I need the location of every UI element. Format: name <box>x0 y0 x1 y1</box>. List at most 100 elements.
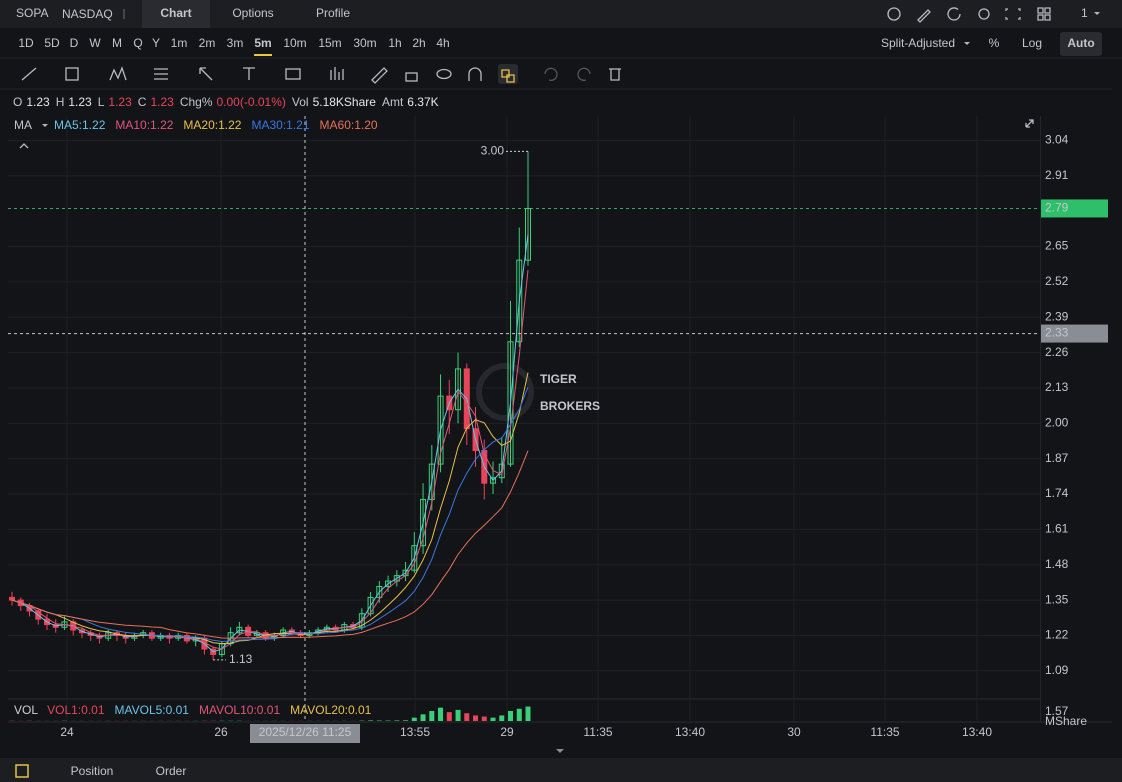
tool-link[interactable] <box>501 69 515 83</box>
candle-body <box>9 596 15 601</box>
expand-icon[interactable] <box>1025 119 1034 128</box>
panel-toggle[interactable] <box>15 764 29 778</box>
tool-trash[interactable] <box>609 68 621 81</box>
tool-redo[interactable] <box>577 67 591 81</box>
tool-active-bg[interactable] <box>498 64 518 84</box>
x-tick-label: 11:35 <box>583 725 612 739</box>
interval[interactable]: 5D <box>44 36 60 50</box>
tool-eye[interactable] <box>436 68 452 80</box>
grid: TIGER BROKERS <box>8 116 1040 722</box>
y-tick-label: 1.48 <box>1045 557 1069 571</box>
interval[interactable]: 3m <box>227 36 244 50</box>
vol-unit: MShare <box>1045 714 1087 728</box>
vol-max-label: 1.57 <box>1045 704 1069 718</box>
icon-layout[interactable] <box>1037 7 1051 21</box>
ma-line <box>11 234 529 653</box>
x-tick-label: 13:55 <box>400 725 430 739</box>
interval[interactable]: 2m <box>199 36 216 50</box>
tool-bars[interactable] <box>330 67 344 80</box>
scroll-handle[interactable] <box>556 749 564 753</box>
quote-value: 6.37K <box>407 95 438 109</box>
y-tick-label: 2.26 <box>1045 345 1069 359</box>
ma-line <box>11 372 529 645</box>
interval[interactable]: W <box>89 36 101 50</box>
tool-pen[interactable] <box>371 67 388 84</box>
candle-body <box>385 580 392 587</box>
tool-magnet[interactable] <box>468 67 482 81</box>
option[interactable]: % <box>989 36 1000 50</box>
quote-value: 1.23 <box>68 95 92 109</box>
candle-body <box>525 207 531 261</box>
tool-rect[interactable] <box>65 67 79 81</box>
icon-gauge[interactable] <box>887 7 901 21</box>
quote-row: O 1.23 H 1.23 L 1.23 C 1.23 Chg% 0.00(-0.01%) Vol 5… <box>13 95 439 109</box>
y-tick-label: 2.39 <box>1045 309 1069 323</box>
interval[interactable]: Y <box>152 36 160 50</box>
layout-count[interactable]: 1 <box>1081 6 1088 20</box>
auto-bg <box>1060 32 1102 56</box>
interval[interactable]: D <box>70 36 79 50</box>
icon-refresh[interactable] <box>947 7 961 21</box>
candle-body <box>455 368 462 411</box>
option[interactable]: Split-Adjusted <box>881 36 955 50</box>
active-tab-bg <box>142 0 210 28</box>
x-tick-label: 13:40 <box>675 725 705 739</box>
tool-undo[interactable] <box>544 67 558 81</box>
header-tab[interactable]: Options <box>232 6 273 20</box>
interval[interactable]: Q <box>133 36 142 50</box>
option[interactable]: Auto <box>1067 36 1094 50</box>
tool-fib[interactable] <box>154 68 168 80</box>
icon-fullscreen[interactable] <box>1005 8 1021 20</box>
icon-settings[interactable] <box>978 8 990 20</box>
tool-arrow[interactable] <box>199 67 213 81</box>
interval[interactable]: 1D <box>18 36 34 50</box>
header-tab[interactable]: Chart <box>160 6 191 20</box>
interval[interactable]: 10m <box>283 36 306 50</box>
drawing-tools[interactable] <box>21 64 621 84</box>
quote-label: Vol <box>292 95 309 109</box>
volume-bar <box>368 720 374 721</box>
quote-label: Amt <box>382 95 404 109</box>
interval[interactable]: 1h <box>388 36 401 50</box>
interval[interactable]: 2h <box>412 36 425 50</box>
icon-edit[interactable] <box>917 9 931 23</box>
axis-divider <box>1040 116 1041 722</box>
interval[interactable]: 15m <box>318 36 341 50</box>
option[interactable]: Log <box>1022 36 1042 50</box>
interval[interactable]: M <box>112 36 122 50</box>
y-tick-label: 1.22 <box>1045 628 1069 642</box>
volume-bar <box>464 713 470 721</box>
footer-tab[interactable]: Position <box>71 764 114 778</box>
y-tick-label: 1.61 <box>1045 522 1069 536</box>
ma-line <box>11 450 529 639</box>
tool-line[interactable] <box>21 67 37 81</box>
ma-label[interactable]: MA <box>14 118 32 132</box>
header-tab[interactable]: Profile <box>316 6 350 20</box>
candle-body <box>420 498 427 547</box>
interval[interactable]: 30m <box>353 36 376 50</box>
tool-lock[interactable] <box>405 72 418 82</box>
quote-value: 5.18KShare <box>313 95 377 109</box>
tool-note[interactable] <box>285 68 301 80</box>
tool-text[interactable] <box>243 67 255 80</box>
x-tick-label: 29 <box>500 725 514 739</box>
price-chart <box>8 116 1108 743</box>
interval[interactable]: 4h <box>436 36 449 50</box>
ma-legend-item: MA30:1.21 <box>251 118 309 132</box>
exchange: NASDAQ <box>62 7 113 21</box>
ma-line <box>11 270 529 650</box>
footer-tab[interactable]: Order <box>156 764 187 778</box>
interval[interactable]: 1m <box>171 36 188 50</box>
last-price-label: 2.79 <box>1045 201 1069 215</box>
top-icons[interactable] <box>887 7 1051 23</box>
y-tick-label: 1.87 <box>1045 451 1069 465</box>
last-price-tag <box>1041 199 1108 218</box>
vol-legend: VOL VOL1:0.01 MAVOL5:0.01 MAVOL10:0.01 MAVOL… <box>14 703 372 717</box>
tool-wave[interactable] <box>109 66 127 81</box>
x-tick-label: 24 <box>60 725 74 739</box>
y-tick-label: 2.91 <box>1045 168 1069 182</box>
collapse-icon[interactable] <box>19 143 29 149</box>
volume-bar <box>446 712 452 721</box>
quote-label: O <box>13 95 22 109</box>
interval[interactable]: 5m <box>254 36 271 50</box>
